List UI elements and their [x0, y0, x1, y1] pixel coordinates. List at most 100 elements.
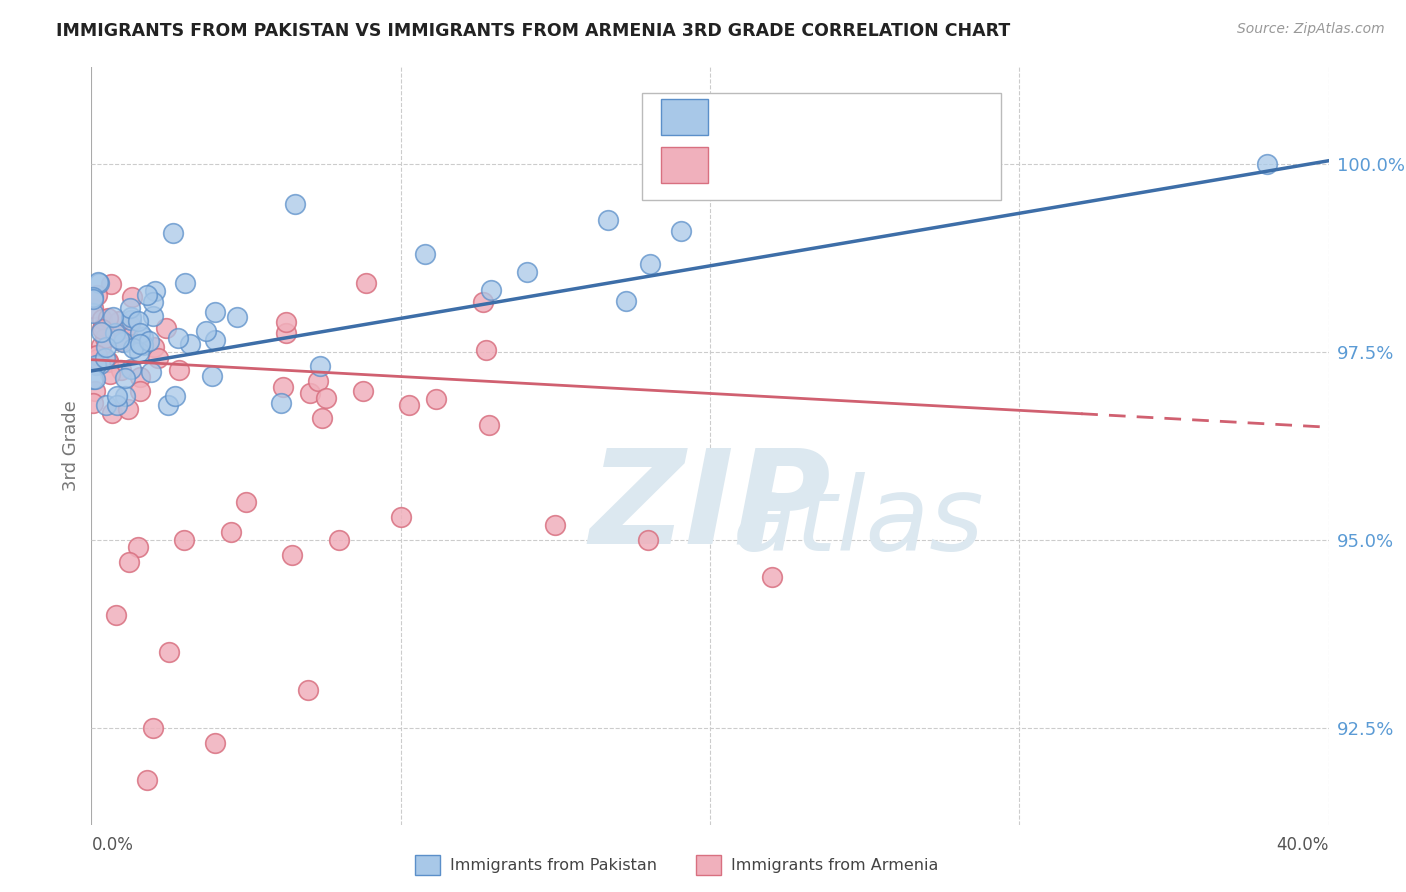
Point [128, 344, 150, 359]
Point [108, 332, 131, 346]
Point [82, 372, 104, 386]
Point [315, 391, 337, 405]
Point [478, 417, 501, 432]
Point [114, 389, 136, 403]
Point [86, 288, 108, 302]
Point [90, 338, 112, 352]
Point [114, 371, 136, 385]
Point [90, 325, 112, 339]
Point [82, 349, 104, 363]
Point [179, 336, 201, 351]
Point [121, 290, 143, 304]
Point [131, 330, 153, 344]
Point [204, 305, 226, 319]
Point [1256, 157, 1278, 171]
Point [110, 334, 132, 349]
Text: atlas: atlas [733, 472, 984, 572]
Point [97, 311, 120, 326]
Point [84, 358, 107, 372]
Point [101, 310, 124, 324]
Point [156, 398, 179, 412]
Point [637, 533, 659, 547]
Text: Source: ZipAtlas.com: Source: ZipAtlas.com [1237, 22, 1385, 37]
Point [276, 315, 298, 329]
Point [352, 384, 374, 398]
Point [195, 324, 218, 338]
Point [128, 337, 150, 351]
Point [82, 301, 104, 315]
Point [86, 352, 108, 367]
Point [647, 153, 669, 167]
Point [226, 310, 249, 325]
Point [638, 257, 661, 271]
Point [101, 406, 124, 420]
Point [82, 306, 104, 320]
Point [297, 683, 319, 698]
Point [143, 340, 166, 354]
Point [516, 265, 538, 279]
Text: Immigrants from Pakistan: Immigrants from Pakistan [450, 858, 657, 872]
Point [100, 277, 122, 291]
Point [142, 310, 165, 324]
Point [475, 343, 498, 357]
Point [117, 555, 139, 569]
Point [97, 353, 120, 368]
Point [165, 389, 187, 403]
Point [201, 369, 224, 384]
Point [173, 533, 195, 547]
Point [204, 334, 226, 348]
Point [146, 351, 169, 365]
Point [90, 322, 112, 336]
Point [128, 369, 150, 384]
Point [761, 570, 783, 584]
Point [107, 314, 129, 328]
Point [94, 331, 117, 345]
Point [127, 541, 149, 555]
Point [284, 196, 307, 211]
Bar [661, 146, 707, 183]
Point [669, 224, 692, 238]
Text: Immigrants from Armenia: Immigrants from Armenia [731, 858, 938, 872]
Point [174, 276, 197, 290]
Point [120, 361, 142, 376]
Point [82, 396, 104, 410]
Point [354, 277, 377, 291]
Point [271, 380, 294, 394]
Point [544, 517, 567, 532]
Point [110, 363, 132, 377]
Point [105, 607, 128, 622]
Point [479, 284, 502, 298]
Point [471, 294, 494, 309]
Point [167, 331, 190, 345]
Point [120, 318, 142, 332]
Point [120, 313, 142, 327]
Text: R = -0.072  N = 64: R = -0.072 N = 64 [723, 156, 911, 174]
Point [298, 386, 321, 401]
Point [117, 401, 139, 416]
Point [127, 314, 149, 328]
Point [142, 721, 165, 735]
Point [155, 320, 177, 334]
Point [131, 338, 153, 352]
Point [128, 384, 150, 399]
Point [270, 395, 292, 409]
Point [596, 212, 619, 227]
Point [83, 384, 105, 398]
Point [136, 287, 159, 301]
Point [87, 276, 110, 290]
Point [398, 398, 420, 412]
Point [91, 312, 114, 326]
Point [82, 290, 104, 304]
Point [98, 367, 121, 381]
Point [307, 374, 329, 388]
Point [425, 392, 447, 406]
Point [118, 301, 141, 316]
Point [104, 326, 127, 340]
Point [143, 285, 166, 299]
Text: ZIP: ZIP [589, 443, 831, 570]
Point [129, 326, 152, 340]
Point [142, 294, 165, 309]
Point [82, 293, 104, 307]
Point [91, 318, 114, 333]
Point [84, 372, 107, 386]
